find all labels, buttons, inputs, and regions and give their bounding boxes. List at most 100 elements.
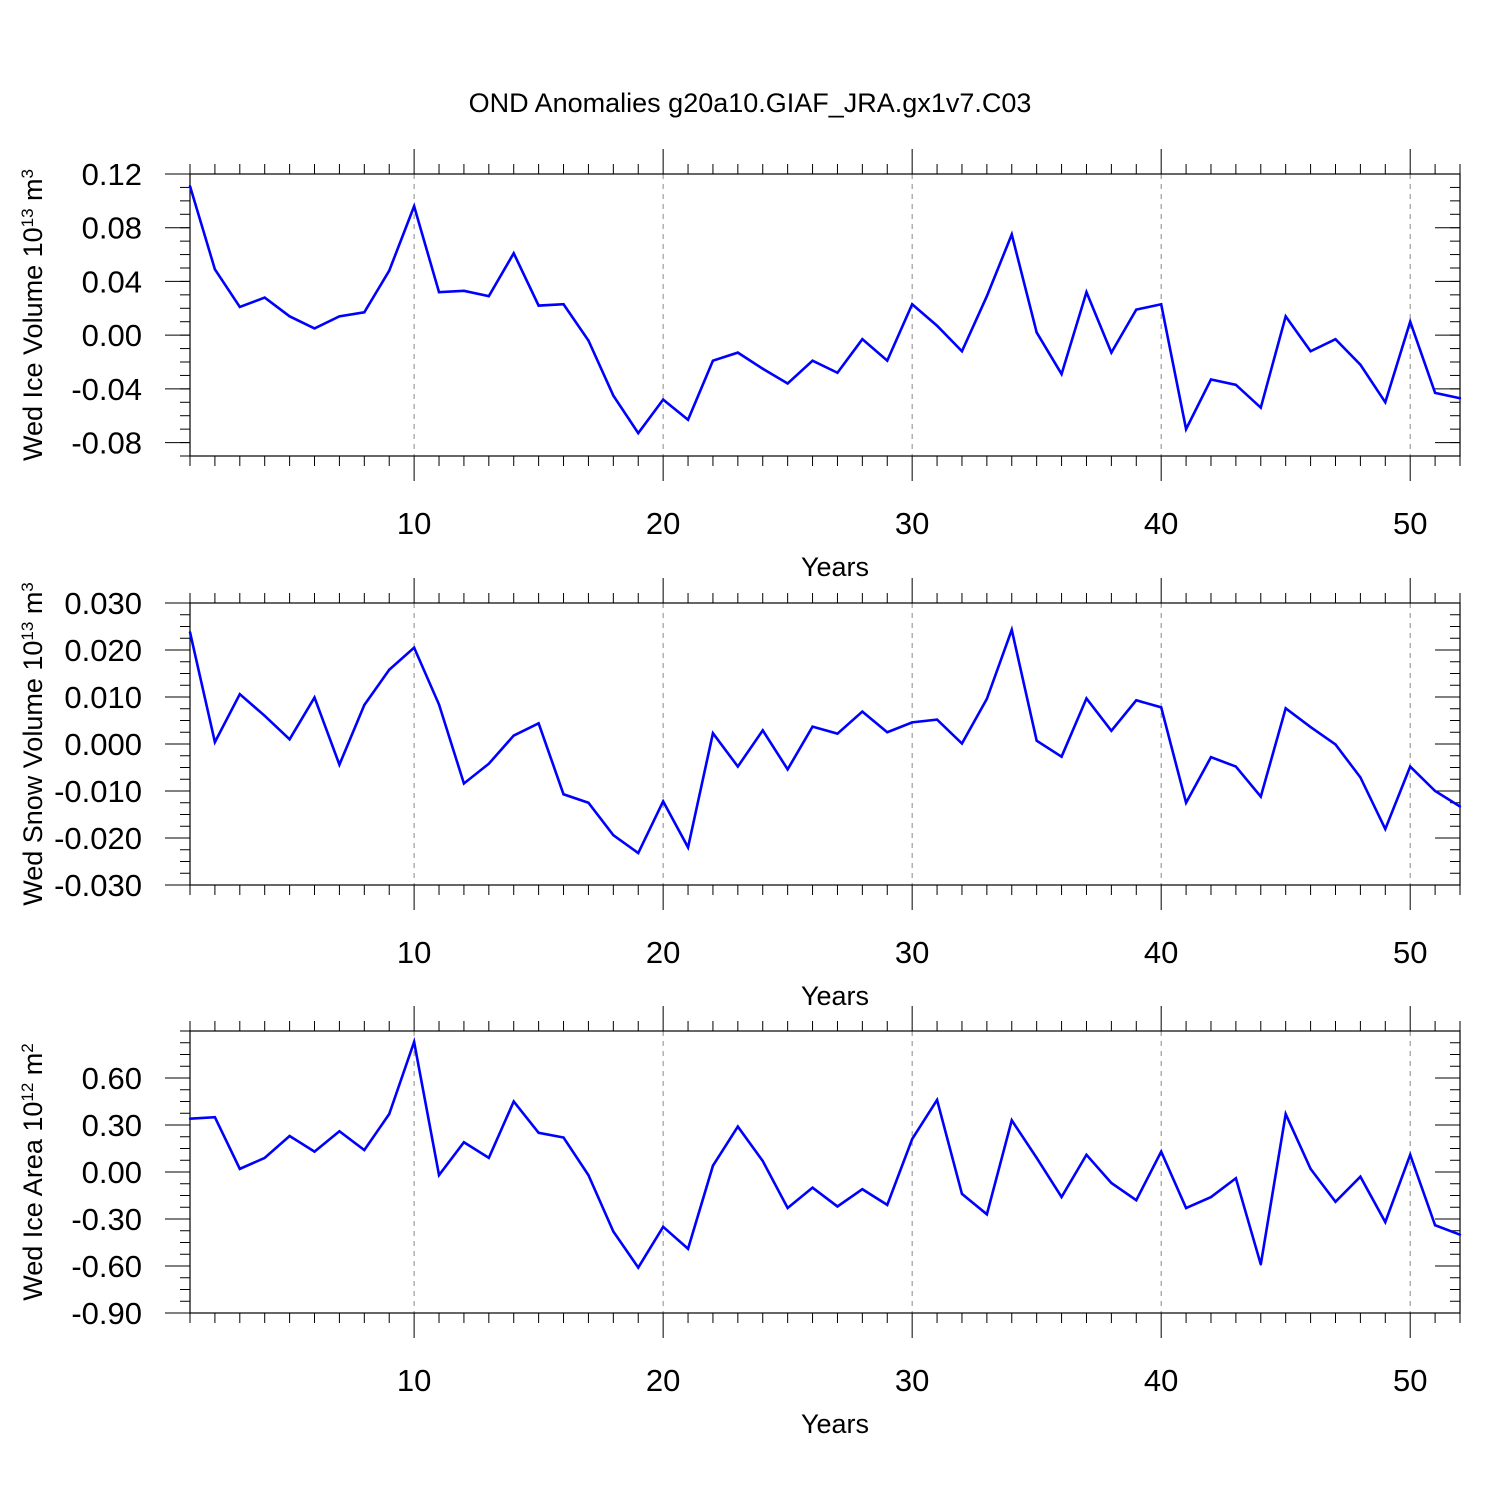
x-tick-label: 40 [1144,506,1178,541]
data-point [412,1040,416,1044]
data-point [363,703,366,707]
data-point [910,303,914,306]
data-point [1384,401,1387,404]
data-point [188,184,192,188]
data-point [1458,1233,1462,1236]
data-point [1159,706,1163,709]
data-point [1209,1195,1213,1199]
y-tick-label: 0.010 [64,680,142,715]
x-tick-label: 10 [397,1363,431,1398]
data-point [1359,776,1362,779]
data-point [1334,337,1337,341]
data-point [711,359,715,362]
data-point [338,763,341,766]
x-tick-label: 30 [895,935,929,970]
panel-snow-volume: -0.030 -0.020 -0.010 0.000 0.010 0.020 0.030 10… [18,578,1462,1011]
x-tick-label: 20 [646,1363,680,1398]
data-point [1010,1119,1013,1122]
y-tick-label: 0.030 [64,586,142,621]
data-point [1259,406,1262,409]
data-point [886,1203,889,1207]
data-point [761,729,764,732]
data-point [1259,1263,1262,1266]
data-point [562,303,565,306]
data-point [288,315,291,318]
data-point [811,725,814,728]
data-point [786,382,789,385]
data-point [1010,233,1013,236]
data-point [861,1188,864,1191]
data-point [1359,1175,1362,1178]
data-point [587,339,590,342]
data-point [412,646,416,649]
data-point [1110,351,1113,354]
data-point [512,1100,515,1103]
data-point [836,732,839,735]
data-point [338,1130,341,1133]
x-tick-label: 40 [1144,935,1178,970]
data-point [213,1115,217,1119]
data-point [612,833,615,837]
data-point [1309,725,1312,729]
data-point [388,1112,391,1116]
x-tick-label: 10 [397,935,431,970]
data-point [1408,320,1412,323]
data-point [661,1225,665,1229]
chart-title: OND Anomalies g20a10.GIAF_JRA.gx1v7.C03 [469,88,1032,118]
data-point [263,296,266,299]
y-tick-label: 0.60 [82,1061,142,1096]
data-point [637,431,640,435]
data-point [388,668,391,671]
y-tick-label: 0.30 [82,1108,142,1143]
series-line [188,185,1461,436]
data-point [861,710,864,713]
data-point [313,327,316,330]
data-point [811,359,814,362]
data-point [711,731,715,735]
data-point [338,315,341,318]
data-point [661,398,665,401]
data-point [935,324,939,327]
data-point [462,782,466,785]
data-point [437,1173,441,1177]
data-point [462,289,466,293]
data-point [1135,1199,1138,1202]
data-point [288,738,291,741]
data-point [1359,363,1362,366]
data-point [1060,755,1063,758]
data-point [1284,707,1287,710]
data-point [1085,290,1088,294]
data-point [188,630,192,634]
data-point [686,1247,690,1250]
data-point [1209,378,1213,381]
y-axis-label-superscript: 3 [18,582,37,591]
data-point [288,1134,291,1138]
data-point [612,394,615,397]
data-point [1284,1112,1287,1116]
data-point [985,1213,989,1216]
data-point [1433,391,1437,395]
data-point [935,1098,939,1102]
data-point [238,1167,242,1171]
data-point [1433,789,1437,793]
data-point [412,205,416,208]
data-point [1159,303,1163,306]
data-point [1010,628,1013,631]
data-point [562,1136,565,1139]
plot-frame [189,602,1461,886]
data-point [587,1173,590,1177]
data-point [1184,801,1188,804]
x-axis-label: Years [801,552,869,582]
data-point [1060,1195,1063,1199]
data-point [1284,315,1287,318]
data-point [462,1141,466,1144]
data-point [960,1192,964,1196]
data-point [1458,397,1462,400]
data-point [587,801,590,804]
y-axis-label-text: m [18,178,48,208]
data-point [1060,372,1063,376]
x-tick-label: 40 [1144,1363,1178,1398]
panel-ice-volume: -0.08 -0.04 0.00 0.04 0.08 0.12 10 20 30 40 50 Year… [18,149,1462,582]
data-point [1234,765,1238,768]
data-point [836,371,839,374]
